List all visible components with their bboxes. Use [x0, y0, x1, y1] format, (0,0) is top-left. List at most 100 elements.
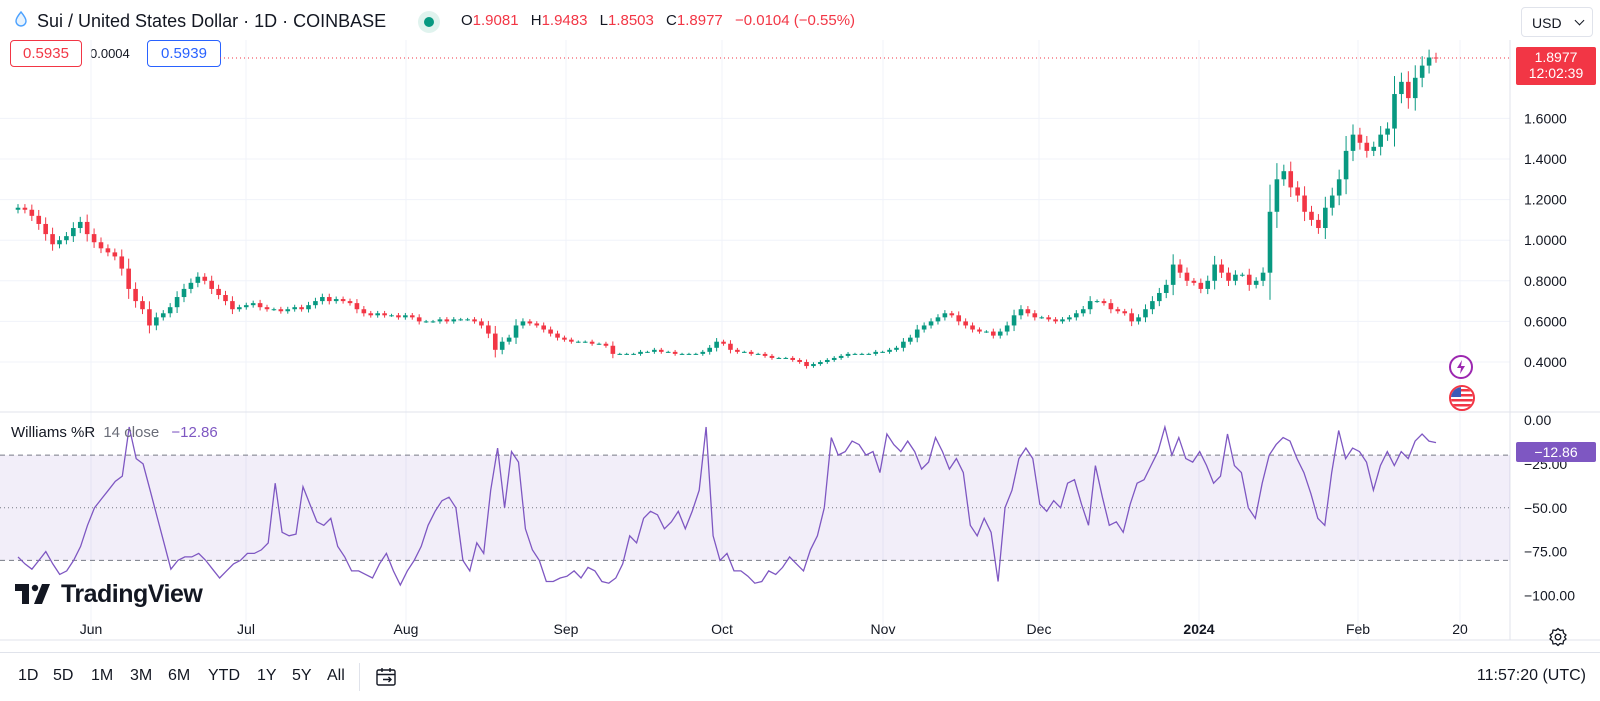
candle-body [894, 347, 899, 350]
tradingview-logo-icon [15, 584, 50, 604]
candle-body [416, 317, 422, 322]
candle-body [984, 331, 989, 333]
toolbar-divider [359, 663, 360, 691]
candle-body [451, 319, 457, 322]
candle-body [486, 325, 491, 334]
overbought-oversold-band [0, 455, 1510, 561]
candle-body [409, 315, 415, 318]
indicator-params: 14 close [103, 424, 160, 441]
candle-body [610, 345, 616, 354]
candle-body [818, 362, 823, 365]
last-price-value: 1.8977 [1534, 49, 1578, 65]
candle-body [1419, 65, 1425, 78]
candle-body [1399, 81, 1404, 95]
candle-body [845, 353, 851, 356]
range-button-5y[interactable]: 5Y [292, 667, 312, 684]
candle-body [652, 349, 657, 352]
range-button-all[interactable]: All [327, 667, 345, 684]
candle-body [1025, 309, 1031, 314]
candle-body [1177, 264, 1183, 273]
candle-body [665, 351, 671, 353]
candle-body [1157, 292, 1162, 302]
us-flag-event-icon[interactable] [1449, 385, 1475, 411]
ohlc-low-value: 1.8503 [607, 12, 654, 29]
candle-body [119, 256, 125, 269]
indicator-axis[interactable]: 0.00−25.00−50.00−75.00−100.00 [1524, 412, 1575, 604]
chart-canvas[interactable]: 0.4000 0.6000 0.8000 1.0000 1.2000 1.4000 1.60… [0, 0, 1600, 652]
candle-body [264, 307, 270, 310]
calendar-range-icon[interactable] [375, 665, 399, 689]
indicator-legend[interactable]: Williams %R 14 close −12.86 [11, 424, 218, 441]
candle-body [257, 303, 263, 308]
candle-body [735, 349, 740, 352]
sell-price-button[interactable]: 0.5935 [10, 40, 82, 67]
candle-body [216, 288, 221, 296]
candle-body [313, 301, 318, 306]
time-tick-label: Jul [237, 621, 255, 637]
candle-body [797, 359, 802, 362]
candle-body [997, 331, 1003, 336]
candle-body [728, 343, 733, 350]
candle-body [479, 321, 484, 326]
bottom-toolbar: 1D 5D 1M 3M 6M YTD 1Y 5Y All 11:57:20 (U… [0, 652, 1600, 701]
candle-body [133, 288, 138, 302]
candle-body [721, 341, 726, 344]
candle-body [1004, 325, 1010, 332]
price-axis[interactable]: 0.4000 0.6000 0.8000 1.0000 1.2000 1.4000 1.60… [1524, 110, 1567, 370]
candle-body [1150, 301, 1155, 310]
candle-body [375, 313, 380, 316]
candle-body [1406, 81, 1411, 99]
candle-body [741, 351, 747, 353]
flash-event-icon[interactable] [1449, 355, 1473, 379]
candle-body [700, 351, 706, 354]
candle-body [444, 319, 450, 322]
price-tick-label: 1.4000 [1524, 151, 1567, 167]
range-button-1d[interactable]: 1D [18, 667, 39, 684]
williams-r-band [0, 454, 1510, 561]
range-button-1y[interactable]: 1Y [257, 667, 277, 684]
gear-icon[interactable] [1548, 627, 1568, 647]
time-axis[interactable]: Jun Jul Aug Sep Oct Nov Dec 2024 Feb 20 [80, 621, 1468, 637]
candle-body [1060, 319, 1065, 322]
currency-dropdown[interactable]: USD [1521, 7, 1593, 37]
time-tick-label: Oct [711, 621, 733, 637]
buy-price-button[interactable]: 0.5939 [147, 40, 221, 67]
candle-body [1433, 57, 1439, 59]
candle-body [285, 309, 291, 312]
candle-body [396, 315, 401, 318]
range-button-6m[interactable]: 6M [168, 667, 191, 684]
market-status-icon[interactable] [418, 11, 440, 33]
range-button-3m[interactable]: 3M [130, 667, 153, 684]
time-tick-label: 20 [1452, 621, 1468, 637]
candle-body [838, 355, 844, 358]
range-button-ytd[interactable]: YTD [208, 667, 240, 684]
candle-body [686, 353, 692, 355]
candle-body [901, 341, 906, 348]
candle-body [541, 325, 546, 330]
candle-body [624, 353, 630, 355]
candle-body [582, 341, 588, 343]
utc-clock[interactable]: 11:57:20 (UTC) [1476, 667, 1586, 684]
candle-body [1053, 319, 1058, 322]
candle-body [167, 307, 173, 314]
price-tick-label: 1.0000 [1524, 232, 1567, 248]
candle-body [84, 221, 90, 235]
indicator-tick-label: −50.00 [1524, 500, 1567, 516]
candle-body [98, 242, 104, 249]
candle-body [631, 353, 636, 355]
candle-body [492, 333, 498, 350]
range-button-5d[interactable]: 5D [53, 667, 74, 684]
price-tick-label: 0.6000 [1524, 313, 1567, 329]
candle-body [755, 353, 761, 355]
candle-body [368, 313, 374, 316]
candle-body [534, 323, 540, 326]
candle-body [43, 223, 48, 235]
tradingview-watermark[interactable]: TradingView [13, 580, 203, 608]
candle-body [57, 240, 62, 245]
time-tick-label: Sep [554, 621, 579, 637]
symbol-title[interactable]: Sui / United States Dollar · 1D · COINBA… [37, 11, 387, 31]
candle-body [1219, 264, 1224, 273]
bar-countdown: 12:02:39 [1528, 65, 1584, 81]
candle-body [575, 341, 581, 343]
range-button-1m[interactable]: 1M [91, 667, 114, 684]
